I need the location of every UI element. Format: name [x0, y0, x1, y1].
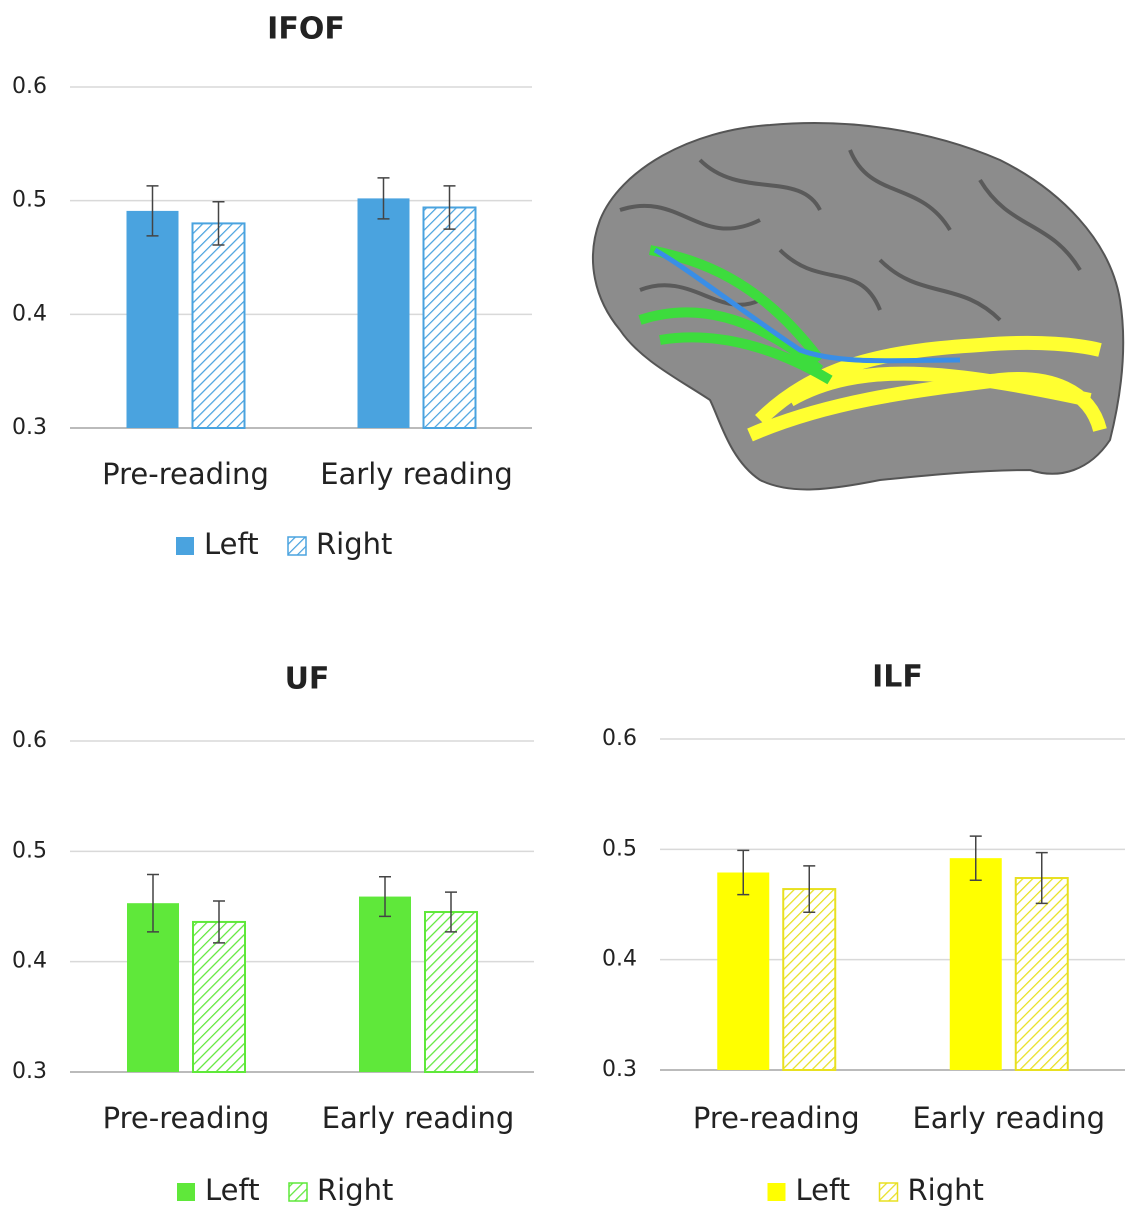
y-tick-label: 0.4: [12, 301, 47, 326]
legend-swatch: [768, 1183, 786, 1201]
legend-swatch: [880, 1183, 898, 1201]
bar: [1016, 878, 1068, 1070]
bar: [358, 198, 410, 428]
legend-swatch: [288, 537, 306, 555]
bar: [424, 207, 476, 428]
y-tick-label: 0.3: [12, 1059, 47, 1084]
bar: [783, 889, 835, 1070]
bar: [359, 897, 411, 1072]
x-tick-label: Early reading: [320, 457, 513, 491]
x-tick-label: Pre-reading: [693, 1101, 860, 1135]
y-tick-label: 0.5: [602, 836, 637, 861]
y-tick-label: 0.3: [602, 1057, 637, 1082]
legend-label: Right: [317, 1173, 393, 1207]
bar: [193, 223, 245, 428]
legend-label: Left: [204, 527, 259, 561]
brain-image: [593, 123, 1123, 489]
y-tick-label: 0.4: [12, 949, 47, 974]
chart-title: ILF: [872, 660, 923, 695]
bar: [717, 873, 769, 1070]
chart-title: UF: [285, 662, 330, 697]
y-tick-label: 0.5: [12, 838, 47, 863]
legend-label: Left: [796, 1173, 851, 1207]
legend-swatch: [289, 1183, 307, 1201]
y-tick-label: 0.6: [602, 726, 637, 751]
y-tick-label: 0.4: [602, 947, 637, 972]
y-tick-label: 0.6: [12, 728, 47, 753]
legend-swatch: [177, 1183, 195, 1201]
legend-swatch: [176, 537, 194, 555]
legend-label: Left: [205, 1173, 260, 1207]
chart-title: IFOF: [267, 12, 345, 47]
y-tick-label: 0.6: [12, 74, 47, 99]
figure: IFOF 0.3 0.4 0.5 0.6 Pre-reading Early reading…: [0, 0, 1129, 1209]
legend-label: Right: [908, 1173, 984, 1207]
x-tick-label: Early reading: [912, 1101, 1105, 1135]
bar: [425, 912, 477, 1072]
y-tick-label: 0.3: [12, 415, 47, 440]
x-tick-label: Early reading: [322, 1101, 515, 1135]
x-tick-label: Pre-reading: [103, 1101, 270, 1135]
y-tick-label: 0.5: [12, 188, 47, 213]
bar: [950, 858, 1002, 1070]
legend-label: Right: [316, 527, 392, 561]
brain-surface: [593, 123, 1123, 489]
bar: [127, 211, 179, 428]
x-tick-label: Pre-reading: [102, 457, 269, 491]
bar: [193, 922, 245, 1072]
